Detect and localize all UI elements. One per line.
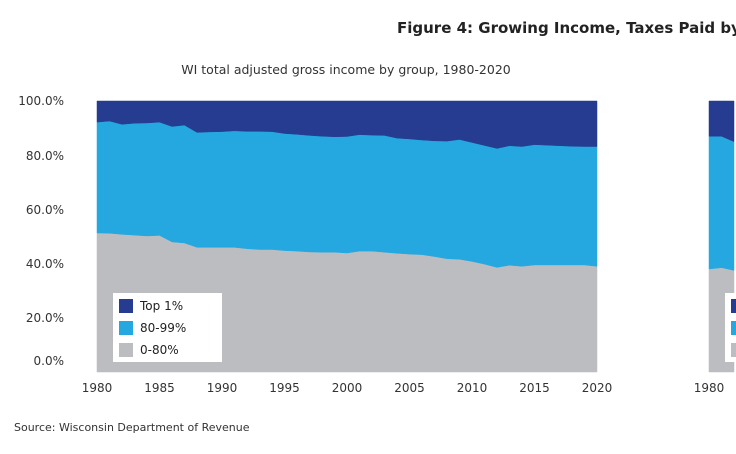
y-tick-label: 0.0% <box>34 354 65 368</box>
x-tick-label: 2010 <box>457 381 488 395</box>
chart-title: WI total adjusted gross income by group,… <box>181 62 511 77</box>
legend-swatch <box>119 299 133 313</box>
figure-title: Figure 4: Growing Income, Taxes Paid by <box>397 19 736 37</box>
y-tick-label: 20.0% <box>26 311 64 325</box>
legend-label: 0-80% <box>140 343 179 357</box>
legend-swatch <box>119 343 133 357</box>
legend-swatch <box>119 321 133 335</box>
y-tick-label: 60.0% <box>26 203 64 217</box>
area-series-top-1- <box>96 100 598 149</box>
x-tick-label: 1985 <box>144 381 175 395</box>
legend-label: Top 1% <box>139 299 183 313</box>
y-tick-label: 40.0% <box>26 257 64 271</box>
y-tick-label: 80.0% <box>26 149 64 163</box>
x-tick-label: 2015 <box>519 381 550 395</box>
area-series-band-2 <box>708 100 735 143</box>
x-tick-label: 1980 <box>82 381 113 395</box>
x-tick-label: 2000 <box>332 381 363 395</box>
legend-swatch <box>731 343 736 357</box>
x-tick-label: 2005 <box>394 381 425 395</box>
source-note: Source: Wisconsin Department of Revenue <box>14 421 250 434</box>
x-tick-label: 1980 <box>694 381 725 395</box>
x-tick-label: 2020 <box>582 381 613 395</box>
x-tick-label: 1995 <box>269 381 300 395</box>
x-tick-label: 1990 <box>207 381 238 395</box>
area-series-band-1 <box>708 135 735 271</box>
y-tick-label: 100.0% <box>18 94 64 108</box>
legend-box <box>725 293 736 362</box>
legend-swatch <box>731 321 736 335</box>
legend-swatch <box>731 299 736 313</box>
legend-label: 80-99% <box>140 321 186 335</box>
